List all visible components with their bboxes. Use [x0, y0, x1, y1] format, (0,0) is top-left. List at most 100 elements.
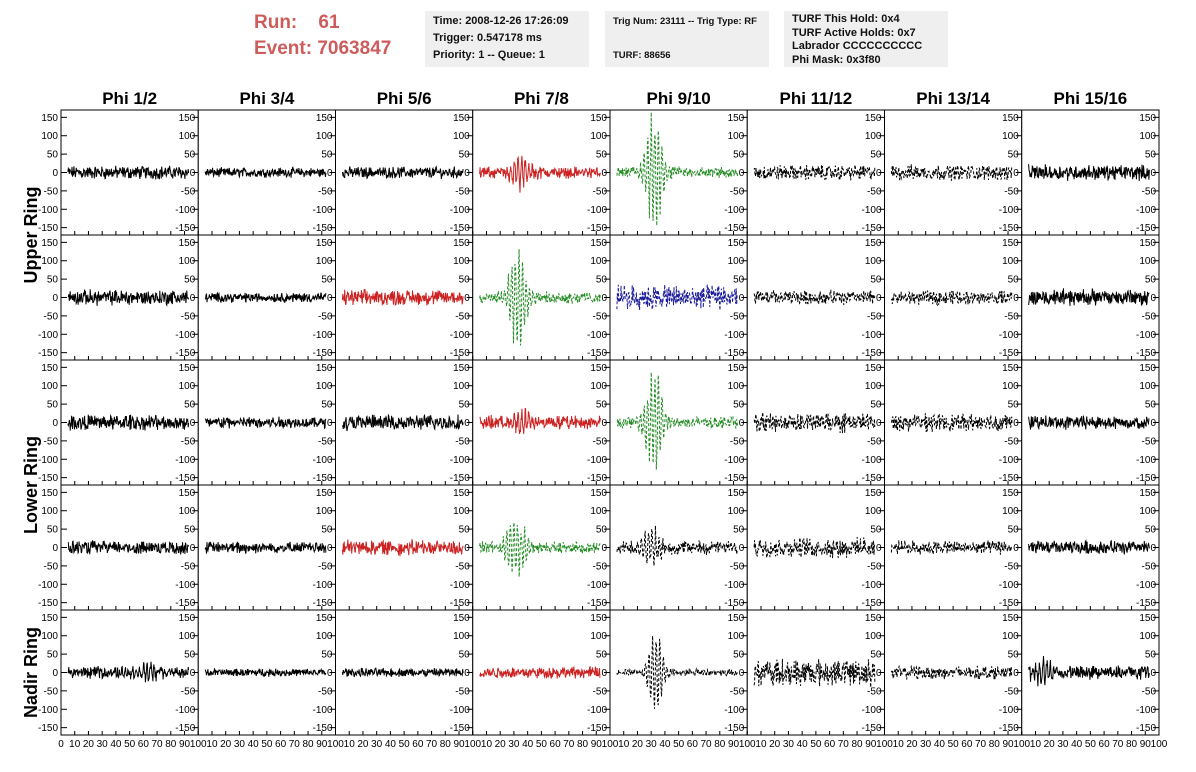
- x-tick-label: 60: [550, 739, 562, 750]
- x-tick-label: 80: [165, 739, 177, 750]
- y-tick-label: -50: [730, 436, 745, 447]
- y-tick-label: 50: [184, 400, 196, 411]
- x-tick-label: 20: [83, 739, 95, 750]
- x-tick-label: 10: [206, 739, 218, 750]
- waveform-trace: [1028, 539, 1150, 555]
- y-tick-label: -100: [175, 580, 195, 591]
- y-tick-label: -150: [587, 598, 607, 609]
- x-tick-label: 70: [701, 739, 713, 750]
- x-tick-label: 80: [714, 739, 726, 750]
- y-tick-label: 150: [316, 113, 333, 124]
- y-tick-label: 100: [728, 631, 745, 642]
- ring-label: Upper Ring: [21, 187, 41, 284]
- y-tick-label: -150: [724, 348, 744, 359]
- y-tick-label: 50: [47, 400, 59, 411]
- y-tick-label: 100: [1002, 256, 1019, 267]
- y-tick-label: 50: [321, 275, 333, 286]
- y-tick-label: -50: [44, 686, 59, 697]
- y-tick-label: -100: [861, 330, 881, 341]
- waveform-trace: [1028, 415, 1150, 431]
- y-tick-label: -50: [455, 561, 470, 572]
- y-tick-label: 100: [1002, 506, 1019, 517]
- waveform-trace: [753, 288, 876, 305]
- y-tick-label: 0: [1150, 293, 1156, 304]
- y-tick-label: 100: [1002, 381, 1019, 392]
- y-tick-label: 150: [179, 613, 196, 624]
- x-tick-label: 50: [261, 739, 273, 750]
- y-tick-label: 100: [865, 381, 882, 392]
- y-tick-label: -50: [1142, 311, 1157, 322]
- time-line: Time: 2008-12-26 17:26:09: [433, 15, 569, 27]
- y-tick-label: -50: [1004, 311, 1019, 322]
- y-tick-label: -100: [999, 205, 1019, 216]
- y-tick-label: -100: [587, 205, 607, 216]
- y-tick-label: -150: [38, 598, 58, 609]
- y-tick-label: -150: [861, 348, 881, 359]
- y-tick-label: -100: [587, 455, 607, 466]
- y-tick-label: 100: [1139, 381, 1156, 392]
- phi-mask-line: Phi Mask: 0x3f80: [792, 53, 881, 66]
- y-tick-label: 50: [870, 650, 882, 661]
- y-tick-label: -100: [999, 455, 1019, 466]
- y-tick-label: -100: [1136, 455, 1156, 466]
- y-tick-label: -50: [1004, 186, 1019, 197]
- y-tick-label: -50: [181, 311, 196, 322]
- waveform-trace: [616, 284, 738, 311]
- y-tick-label: -50: [1142, 686, 1157, 697]
- y-tick-label: -50: [44, 186, 59, 197]
- waveform-panel: -150 -100 -50 0 50 100 150: [884, 359, 1023, 486]
- waveform-trace: [616, 112, 739, 226]
- y-tick-label: 100: [179, 131, 196, 142]
- waveform-panel: -150 -100 -50 0 50 100 150: [1021, 484, 1160, 611]
- y-tick-label: 50: [184, 650, 196, 661]
- panel-frame: [609, 359, 748, 486]
- waveform-trace: [890, 538, 1013, 555]
- y-tick-label: -100: [175, 330, 195, 341]
- y-tick-label: 50: [1008, 650, 1020, 661]
- y-tick-label: 50: [596, 400, 608, 411]
- y-tick-label: 150: [728, 488, 745, 499]
- x-tick-label: 50: [124, 739, 136, 750]
- waveform-trace: [753, 658, 876, 688]
- y-tick-label: -150: [861, 473, 881, 484]
- x-tick-label: 70: [975, 739, 987, 750]
- y-tick-label: 150: [728, 363, 745, 374]
- waveform-panel: -150 -100 -50 0 50 100 150: [609, 234, 748, 361]
- y-tick-label: -150: [999, 598, 1019, 609]
- y-tick-label: 100: [1139, 506, 1156, 517]
- y-tick-label: -100: [175, 205, 195, 216]
- y-tick-label: -100: [312, 580, 332, 591]
- y-tick-label: 0: [464, 293, 470, 304]
- x-tick-label: 100: [602, 739, 619, 750]
- waveform-trace: [204, 541, 327, 555]
- x-tick-label: 20: [906, 739, 918, 750]
- y-tick-label: 150: [1139, 613, 1156, 624]
- y-tick-label: 50: [1008, 150, 1020, 161]
- y-tick-label: 50: [596, 650, 608, 661]
- x-tick-label: 20: [220, 739, 232, 750]
- y-tick-label: 0: [52, 293, 58, 304]
- y-tick-label: -150: [587, 723, 607, 734]
- y-tick-label: 150: [728, 613, 745, 624]
- y-tick-label: 150: [1002, 113, 1019, 124]
- y-tick-label: -50: [44, 311, 59, 322]
- y-tick-label: 50: [733, 650, 745, 661]
- x-tick-label: 40: [934, 739, 946, 750]
- y-tick-label: -100: [1136, 705, 1156, 716]
- y-tick-label: -50: [867, 186, 882, 197]
- y-tick-label: 50: [1145, 275, 1157, 286]
- y-tick-label: 0: [876, 668, 882, 679]
- y-tick-label: -150: [1136, 223, 1156, 234]
- y-tick-label: 50: [47, 525, 59, 536]
- x-tick-label: 90: [316, 739, 328, 750]
- waveform-panel: -150 -100 -50 0 50 100 150: [472, 234, 611, 361]
- waveform-panel: -150 -100 -50 0 50 100 150: [472, 109, 611, 236]
- x-tick-label: 60: [412, 739, 424, 750]
- x-tick-label: 70: [426, 739, 438, 750]
- x-tick-label: 50: [673, 739, 685, 750]
- y-tick-label: -50: [867, 311, 882, 322]
- panel-frame: [884, 484, 1023, 611]
- y-tick-label: -50: [181, 686, 196, 697]
